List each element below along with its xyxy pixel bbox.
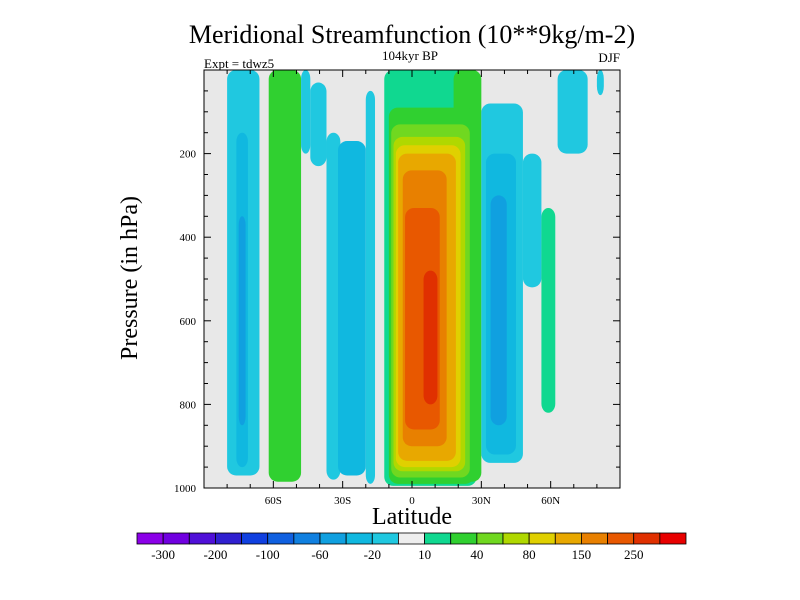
y-tick-label: 400 [180,232,197,244]
colorbar-swatch [424,532,452,545]
colorbar-swatch [188,532,216,545]
colorbar-swatch [581,532,608,545]
y-tick-label: 200 [180,149,197,161]
y-axis: 200 400 600 800 1000 [174,69,620,495]
colorbar-swatch [659,532,687,545]
x-axis-label: Latitude [372,504,452,530]
colorbar-swatch [633,532,661,545]
colorbar-swatch [267,532,295,545]
colorbar-label: -100 [256,547,280,562]
contour-fills [227,70,604,486]
contour-region [522,153,542,288]
colorbar-swatch [450,532,478,545]
colorbar-label: -60 [311,547,328,562]
colorbar-swatch [528,532,556,545]
colorbar-swatch [136,532,164,545]
colorbar-swatch [345,532,373,545]
y-tick-label: 600 [180,316,197,328]
contour-region [338,141,366,476]
colorbar-swatch [371,532,399,545]
colorbar-swatch [607,532,635,545]
x-tick-label: 0 [409,495,415,507]
colorbar-label: -20 [364,547,381,562]
plot-area: 60S 30S 0 30N 60N 200 400 600 800 1000 [174,69,621,507]
y-tick-label: 800 [180,399,197,411]
x-axis: 60S 30S 0 30N 60N [203,70,621,507]
contour-region [365,90,376,484]
contour-region [301,70,311,154]
colorbar-swatch [398,532,425,545]
colorbar-label: -300 [151,547,175,562]
colorbar-swatch [319,532,347,545]
colorbar-swatch [241,532,269,545]
colorbar-label: 40 [470,547,483,562]
colorbar-swatch [162,532,190,545]
colorbar-swatch [293,532,321,545]
colorbar-label: 80 [523,547,536,562]
season-annotation: DJF [598,50,620,65]
x-tick-label: 30N [472,495,491,507]
colorbar-label: 10 [418,547,431,562]
expt-annotation: Expt = tdwz5 [204,56,274,71]
colorbar-swatch [502,532,530,545]
contour-region [238,216,246,426]
x-tick-label: 60S [265,495,282,507]
chart-title: Meridional Streamfunction (10**9kg/m-2) [189,20,635,49]
contour-region [326,132,341,480]
chart-subtitle: 104kyr BP [382,48,438,63]
colorbar-swatch [476,532,504,545]
colorbar-label: 250 [624,547,644,562]
colorbar-swatch [215,532,242,545]
contour-region [423,270,438,405]
x-tick-label: 30S [334,495,351,507]
colorbar-label: -200 [204,547,228,562]
contour-region [268,70,302,482]
contour-region [490,195,507,426]
colorbar-label: 150 [572,547,592,562]
contour-region [557,70,588,154]
contour-region [596,70,604,96]
colorbar: -300 -200 -100 -60 -20 10 40 80 150 250 [136,532,687,562]
colorbar-swatch [554,532,582,545]
y-axis-label: Pressure (in hPa) [117,196,143,360]
contour-region [541,207,556,413]
x-tick-label: 60N [541,495,560,507]
y-tick-label: 1000 [174,483,197,495]
contour-region [310,82,327,167]
